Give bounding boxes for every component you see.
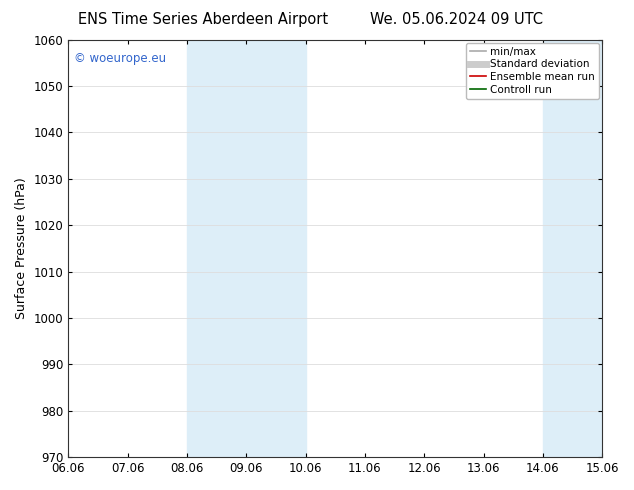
Bar	[543, 40, 602, 457]
Text: We. 05.06.2024 09 UTC: We. 05.06.2024 09 UTC	[370, 12, 543, 27]
Text: ENS Time Series Aberdeen Airport: ENS Time Series Aberdeen Airport	[78, 12, 328, 27]
Legend: min/max, Standard deviation, Ensemble mean run, Controll run: min/max, Standard deviation, Ensemble me…	[466, 43, 599, 99]
Text: © woeurope.eu: © woeurope.eu	[74, 52, 165, 65]
Bar	[187, 40, 246, 457]
Bar	[246, 40, 306, 457]
Y-axis label: Surface Pressure (hPa): Surface Pressure (hPa)	[15, 177, 28, 319]
